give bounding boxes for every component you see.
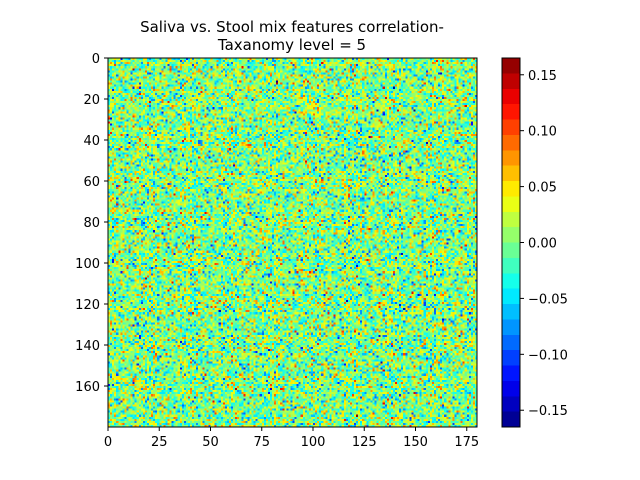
y-axis: 0 20 40 60 80 100 120 140 160 [75,52,108,395]
colorbar-tick-label: 0.05 [528,181,557,196]
y-tick-label: 60 [83,175,100,190]
colorbar-tick-label: 0.00 [528,237,557,252]
x-tick-label: 75 [253,435,270,450]
colorbar-axis: 0.15 0.10 0.05 0.00 −0.05 −0.10 −0.15 [520,69,568,419]
x-tick-label: 0 [104,435,112,450]
y-tick-label: 20 [83,93,100,108]
colorbar-tick-label: 0.15 [528,69,557,84]
y-tick-label: 0 [92,52,100,67]
colorbar-tick-label: −0.05 [528,292,568,307]
y-tick-label: 40 [83,134,100,149]
colorbar-tick-label: 0.10 [528,125,557,140]
x-tick-label: 50 [202,435,219,450]
y-tick-label: 100 [75,257,100,272]
colorbar-gradient [502,58,520,427]
chart-title-line-1: Saliva vs. Stool mix features correlatio… [140,18,444,36]
x-tick-label: 25 [151,435,168,450]
x-tick-label: 100 [301,435,326,450]
x-tick-label: 175 [454,435,479,450]
heatmap-cells [108,58,477,427]
y-tick-label: 160 [75,380,100,395]
plot-frame [107,57,478,428]
chart-title-line-2: Taxanomy level = 5 [217,36,366,54]
colorbar-tick-label: −0.15 [528,404,568,419]
x-tick-label: 125 [352,435,377,450]
y-tick-label: 120 [75,298,100,313]
y-tick-label: 80 [83,216,100,231]
x-tick-label: 150 [403,435,428,450]
colorbar-tick-label: −0.10 [528,348,568,363]
x-axis: 0 25 50 75 100 125 150 175 [104,427,479,450]
y-tick-label: 140 [75,339,100,354]
